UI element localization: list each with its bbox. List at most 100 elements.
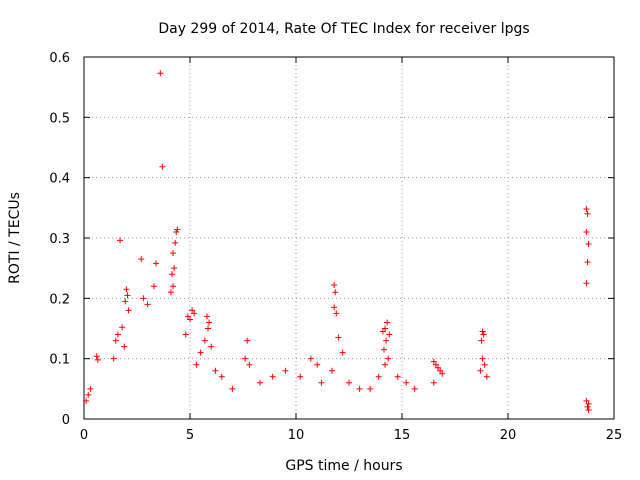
- data-point: [205, 325, 212, 332]
- data-point: [394, 373, 401, 380]
- data-point: [380, 346, 387, 353]
- data-point: [184, 313, 191, 320]
- data-point: [94, 356, 101, 363]
- x-tick-label: 15: [394, 428, 411, 443]
- x-tick-label: 0: [80, 428, 88, 443]
- data-point: [584, 259, 591, 266]
- y-tick-label: 0.2: [49, 292, 70, 307]
- data-point: [171, 265, 178, 272]
- data-point: [121, 343, 128, 350]
- data-point: [583, 397, 590, 404]
- data-point: [314, 361, 321, 368]
- data-point: [256, 379, 263, 386]
- data-points: [83, 70, 592, 413]
- x-tick-label: 5: [186, 428, 194, 443]
- data-point: [481, 361, 488, 368]
- data-point: [384, 319, 391, 326]
- data-point: [403, 379, 410, 386]
- y-tick-label: 0.4: [49, 172, 70, 187]
- data-point: [119, 324, 126, 331]
- data-point: [168, 271, 175, 278]
- data-point: [430, 358, 437, 365]
- data-point: [483, 373, 490, 380]
- data-point: [85, 391, 92, 398]
- data-point: [197, 349, 204, 356]
- data-point: [477, 367, 484, 374]
- y-tick-label: 0: [62, 413, 70, 428]
- data-point: [244, 337, 251, 344]
- data-point: [297, 373, 304, 380]
- data-point: [386, 331, 393, 338]
- data-point: [307, 355, 314, 362]
- y-tick-label: 0.3: [49, 232, 70, 247]
- data-point: [167, 289, 174, 296]
- data-point: [585, 400, 592, 407]
- data-point: [379, 328, 386, 335]
- data-point: [110, 355, 117, 362]
- data-point: [329, 367, 336, 374]
- data-point: [332, 289, 339, 296]
- data-point: [187, 316, 193, 323]
- data-point: [170, 250, 177, 257]
- data-point: [584, 210, 591, 217]
- data-point: [375, 373, 382, 380]
- axis-ticks: 0 5 10 15 20 25 0 0.1 0.2 0.3 0.4 0.5 0.6: [49, 51, 622, 443]
- data-point: [385, 355, 392, 362]
- x-tick-label: 10: [288, 428, 305, 443]
- data-point: [367, 385, 374, 392]
- y-tick-label: 0.5: [49, 111, 70, 126]
- data-point: [246, 361, 253, 368]
- data-point: [269, 373, 276, 380]
- data-point: [138, 256, 145, 263]
- data-point: [203, 313, 210, 320]
- data-point: [430, 379, 437, 386]
- y-axis-label: ROTI / TECUs: [7, 192, 23, 284]
- data-point: [356, 385, 363, 392]
- data-point: [346, 379, 352, 386]
- data-point: [318, 379, 325, 386]
- data-point: [193, 361, 200, 368]
- grid: [84, 57, 614, 419]
- y-tick-label: 0.6: [49, 51, 70, 66]
- data-point: [122, 298, 129, 305]
- data-point: [583, 280, 590, 287]
- data-point: [439, 370, 446, 377]
- data-point: [182, 331, 189, 338]
- data-point: [331, 304, 338, 311]
- data-point: [584, 403, 591, 410]
- data-point: [432, 361, 439, 368]
- data-point: [382, 361, 389, 368]
- data-point: [480, 331, 487, 338]
- data-point: [339, 349, 346, 356]
- data-point: [201, 337, 208, 344]
- data-point: [218, 373, 225, 380]
- y-tick-label: 0.1: [49, 353, 70, 368]
- data-point: [150, 283, 157, 290]
- data-point: [189, 307, 196, 314]
- data-point: [83, 397, 90, 404]
- data-point: [208, 343, 215, 350]
- data-point: [112, 337, 119, 344]
- data-point: [383, 337, 390, 344]
- data-point: [382, 325, 389, 332]
- data-point: [583, 228, 590, 235]
- data-point: [331, 282, 338, 289]
- data-point: [437, 367, 444, 374]
- data-point: [172, 239, 179, 246]
- x-axis-label: GPS time / hours: [285, 458, 402, 474]
- chart-title: Day 299 of 2014, Rate Of TEC Index for r…: [158, 21, 529, 37]
- data-point: [125, 307, 132, 314]
- data-point: [123, 286, 130, 293]
- data-point: [114, 331, 121, 338]
- data-point: [585, 406, 592, 413]
- data-point: [478, 337, 485, 344]
- data-point: [435, 364, 442, 371]
- data-point: [479, 328, 486, 335]
- data-point: [585, 241, 592, 248]
- data-point: [173, 228, 180, 235]
- data-point: [411, 385, 418, 392]
- x-tick-label: 25: [606, 428, 623, 443]
- data-point: [212, 367, 219, 374]
- data-point: [242, 355, 249, 362]
